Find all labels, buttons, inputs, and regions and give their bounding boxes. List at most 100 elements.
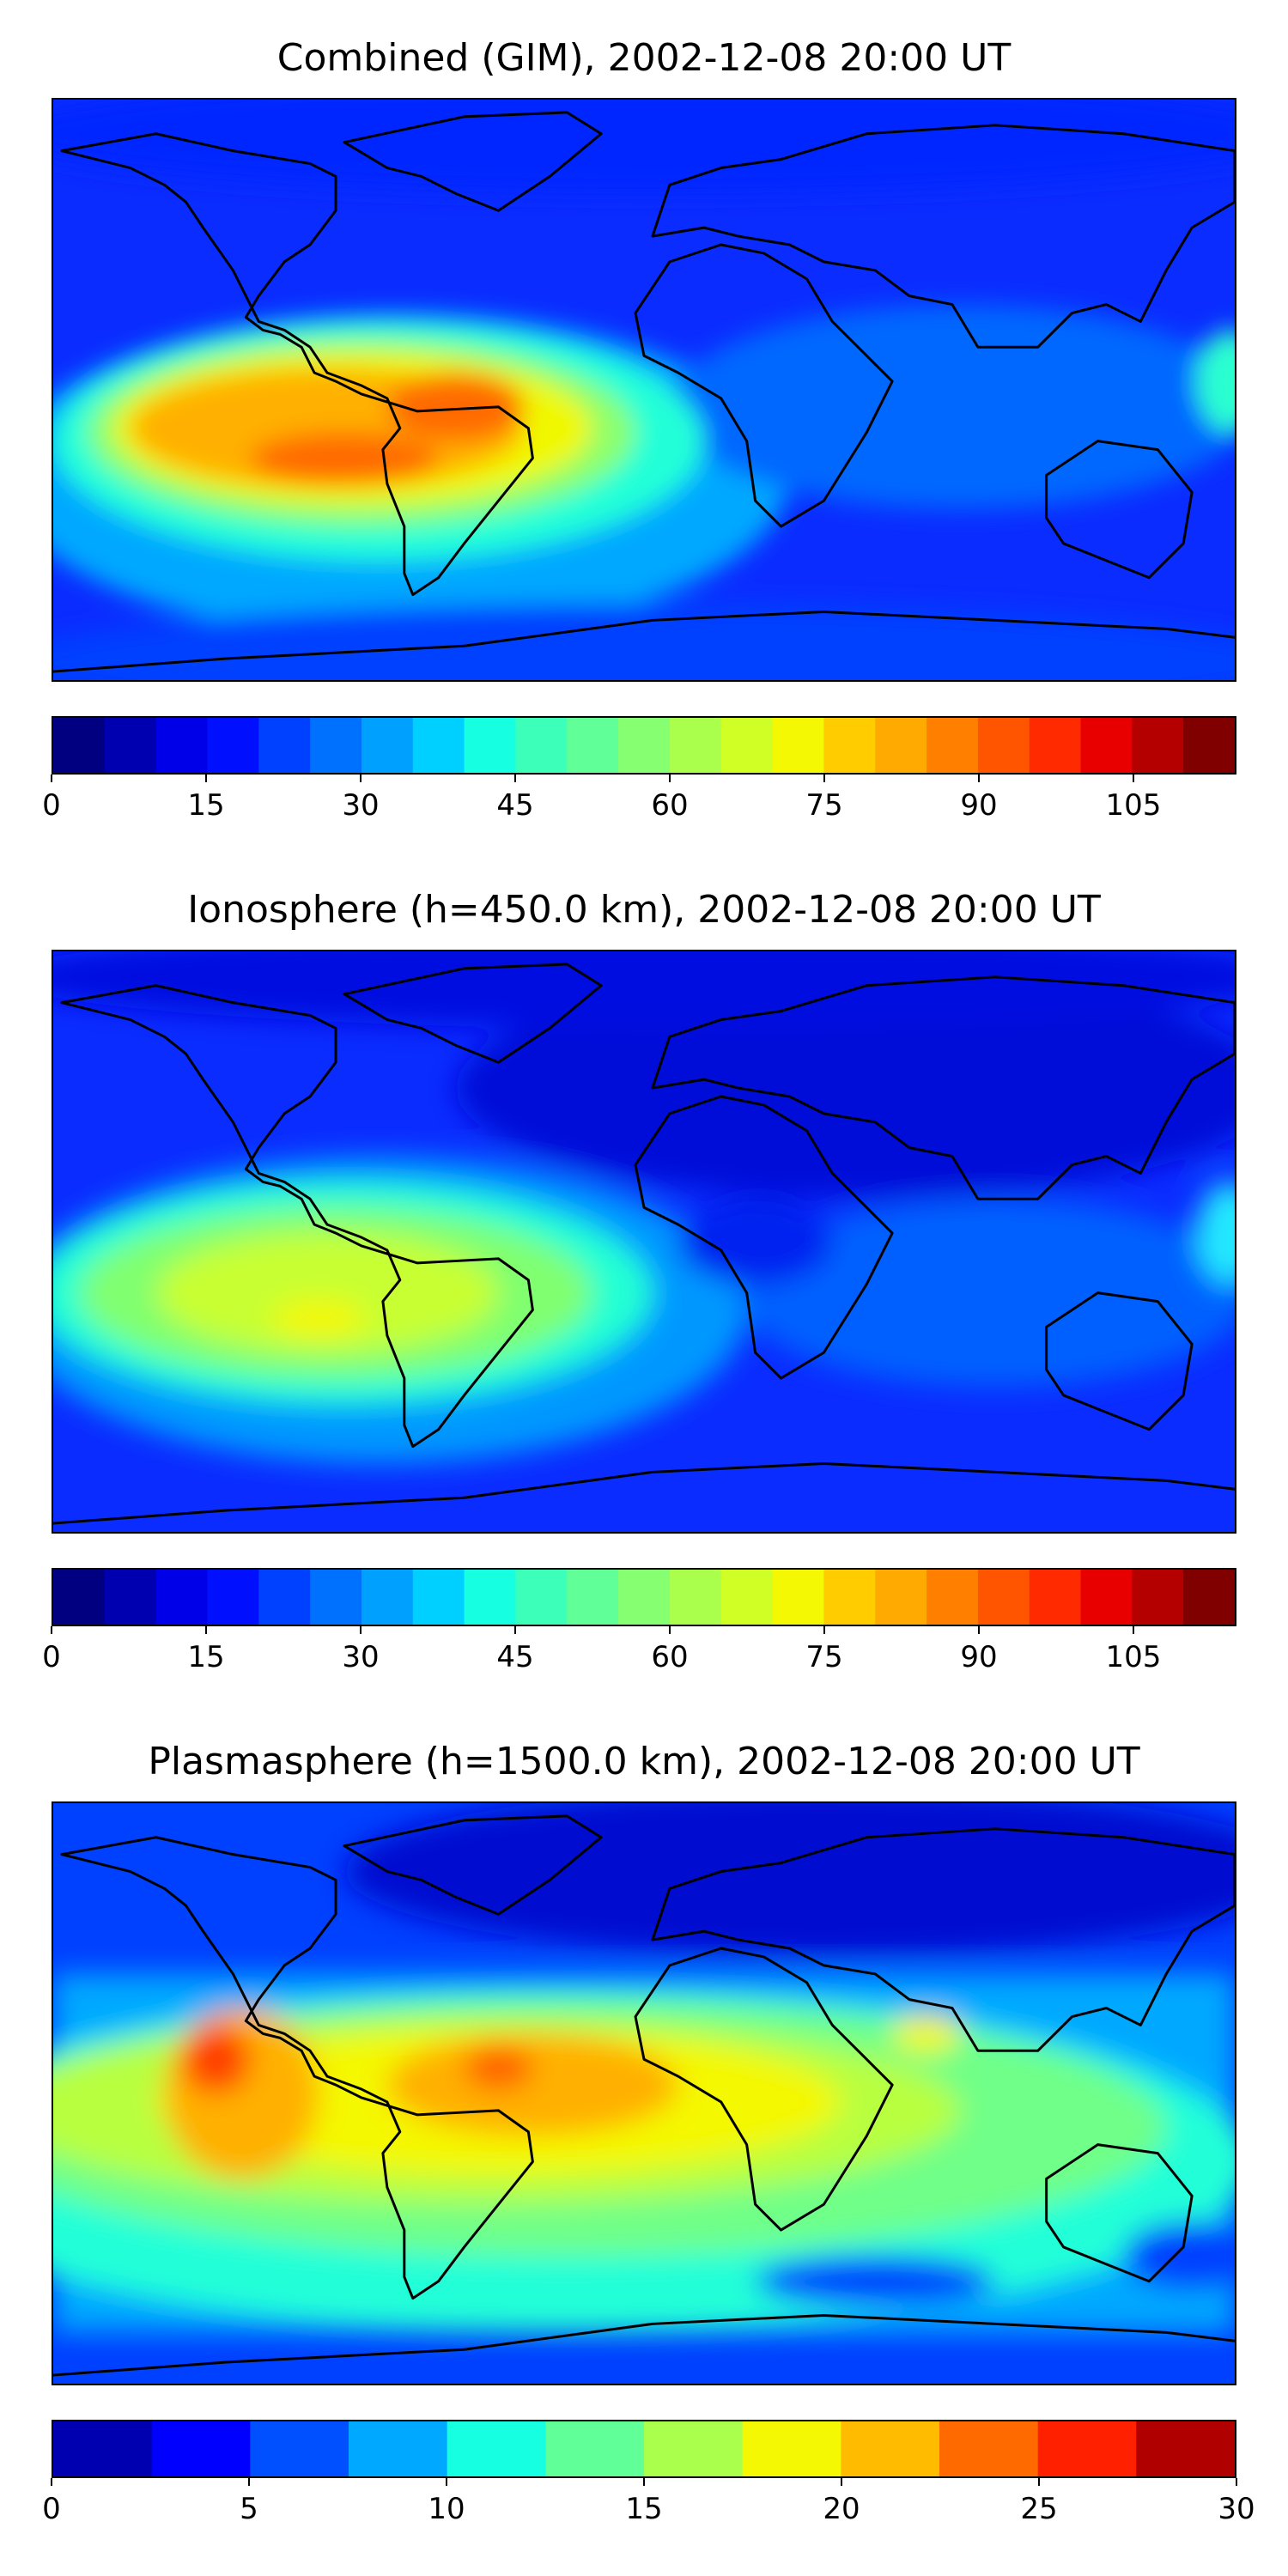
- colorbar-tick-mark: [205, 1626, 207, 1634]
- colorbar-segment-3: [207, 1570, 259, 1625]
- colorbar-tick-mark: [669, 775, 671, 782]
- colorbar-tick-mark: [978, 1626, 980, 1634]
- ionosphere-polar-n: [53, 951, 1235, 1029]
- colorbar-tick-mark: [360, 775, 361, 782]
- colorbar-tick-label: 45: [496, 788, 534, 823]
- colorbar-segment-17: [927, 1570, 979, 1625]
- colorbar-segment-22: [1183, 718, 1235, 773]
- colorbar-tick-mark: [51, 1626, 52, 1634]
- plasmasphere-low-australia: [1123, 2221, 1235, 2290]
- colorbar-segment-20: [1080, 1570, 1133, 1625]
- colorbar-tick-label: 90: [960, 788, 998, 823]
- combined-colorbar-svg: [53, 718, 1235, 773]
- colorbar-segment-2: [155, 1570, 209, 1625]
- colorbar-segment-22: [1183, 1570, 1235, 1625]
- colorbar-segment-7: [412, 718, 465, 773]
- colorbar-tick-label: 75: [805, 1640, 843, 1674]
- colorbar-tick-label: 45: [496, 1640, 534, 1674]
- colorbar-segment-2: [250, 2421, 349, 2476]
- colorbar-segment-21: [1132, 718, 1184, 773]
- colorbar-segment-9: [515, 718, 568, 773]
- plasmasphere-red-brazil: [464, 2046, 533, 2090]
- colorbar-segment-10: [1037, 2421, 1137, 2476]
- colorbar-tick-mark: [1236, 2478, 1237, 2486]
- colorbar-segment-4: [258, 718, 311, 773]
- colorbar-tick-mark: [823, 1626, 825, 1634]
- colorbar-tick-mark: [841, 2478, 842, 2486]
- colorbar-segment-9: [939, 2421, 1039, 2476]
- ionosphere-peak: [271, 1299, 366, 1338]
- colorbar-segment-10: [567, 1570, 619, 1625]
- plasmasphere-red-pacific: [181, 2025, 251, 2093]
- colorbar-segment-15: [823, 718, 876, 773]
- colorbar-segment-8: [841, 2421, 940, 2476]
- colorbar-tick-mark: [1133, 775, 1134, 782]
- ionosphere-east: [738, 1199, 1235, 1387]
- colorbar-tick-mark: [205, 775, 207, 782]
- colorbar-tick-label: 5: [240, 2492, 258, 2526]
- colorbar-segment-21: [1132, 1570, 1184, 1625]
- colorbar-tick-label: 90: [960, 1640, 998, 1674]
- colorbar-segment-15: [823, 1570, 876, 1625]
- colorbar-segment-1: [104, 718, 157, 773]
- colorbar-segment-0: [53, 1570, 106, 1625]
- colorbar-segment-12: [669, 1570, 722, 1625]
- colorbar-segment-7: [412, 1570, 465, 1625]
- colorbar-tick-mark: [248, 2478, 250, 2486]
- combined-peak-pacific: [250, 432, 439, 484]
- colorbar-segment-18: [977, 718, 1030, 773]
- colorbar-segment-12: [669, 718, 722, 773]
- colorbar-segment-10: [567, 718, 619, 773]
- colorbar-segment-1: [151, 2421, 251, 2476]
- colorbar-segment-18: [977, 1570, 1030, 1625]
- ionosphere-colorbar: [52, 1568, 1236, 1626]
- combined-polar-s: [53, 603, 1235, 680]
- combined-coastlines: [53, 111, 1235, 673]
- plasmasphere-colorbar-svg: [53, 2421, 1235, 2476]
- combined-peak-sa: [386, 373, 525, 441]
- colorbar-segment-13: [720, 718, 774, 773]
- colorbar-segment-8: [464, 1570, 517, 1625]
- colorbar-tick-mark: [51, 775, 52, 782]
- colorbar-tick-label: 105: [1105, 1640, 1162, 1674]
- colorbar-segment-0: [53, 2421, 153, 2476]
- ionosphere-low-africa: [677, 1199, 833, 1285]
- colorbar-tick-label: 60: [651, 1640, 689, 1674]
- colorbar-tick-mark: [514, 775, 516, 782]
- plasmasphere-orange-atlantic: [386, 2033, 678, 2136]
- colorbar-tick-mark: [643, 2478, 645, 2486]
- colorbar-tick-mark: [978, 775, 980, 782]
- colorbar-segment-13: [720, 1570, 774, 1625]
- colorbar-segment-0: [53, 718, 106, 773]
- colorbar-tick-label: 0: [42, 2492, 61, 2526]
- colorbar-segment-9: [515, 1570, 568, 1625]
- ionosphere-colorbar-svg: [53, 1570, 1235, 1625]
- ionosphere-title: Ionosphere (h=450.0 km), 2002-12-08 20:0…: [187, 888, 1101, 932]
- colorbar-tick-label: 25: [1020, 2492, 1058, 2526]
- colorbar-tick-mark: [446, 2478, 447, 2486]
- colorbar-tick-mark: [669, 1626, 671, 1634]
- colorbar-segment-6: [361, 1570, 414, 1625]
- colorbar-segment-17: [927, 718, 979, 773]
- colorbar-tick-mark: [823, 775, 825, 782]
- combined-colorbar-ticks: 0 15 30 45 60 75 90 105: [42, 775, 1236, 826]
- colorbar-segment-4: [258, 1570, 311, 1625]
- colorbar-segment-3: [207, 718, 259, 773]
- colorbar-segment-5: [310, 1570, 362, 1625]
- colorbar-segment-5: [545, 2421, 645, 2476]
- colorbar-segment-3: [349, 2421, 448, 2476]
- colorbar-tick-label: 15: [187, 1640, 225, 1674]
- colorbar-segment-19: [1029, 718, 1082, 773]
- plasmasphere-coastlines: [53, 1814, 1235, 2377]
- combined-title: Combined (GIM), 2002-12-08 20:00 UT: [276, 36, 1012, 80]
- plasmasphere-low-north: [344, 1803, 1235, 1957]
- combined-heatmap: [53, 100, 1235, 680]
- colorbar-tick-label: 30: [342, 788, 380, 823]
- colorbar-segment-20: [1080, 718, 1133, 773]
- colorbar-tick-label: 15: [625, 2492, 663, 2526]
- colorbar-tick-mark: [51, 2478, 52, 2486]
- colorbar-segment-2: [155, 718, 209, 773]
- colorbar-tick-label: 10: [428, 2492, 465, 2526]
- plasmasphere-heatmap: [53, 1803, 1235, 2384]
- colorbar-segment-6: [644, 2421, 744, 2476]
